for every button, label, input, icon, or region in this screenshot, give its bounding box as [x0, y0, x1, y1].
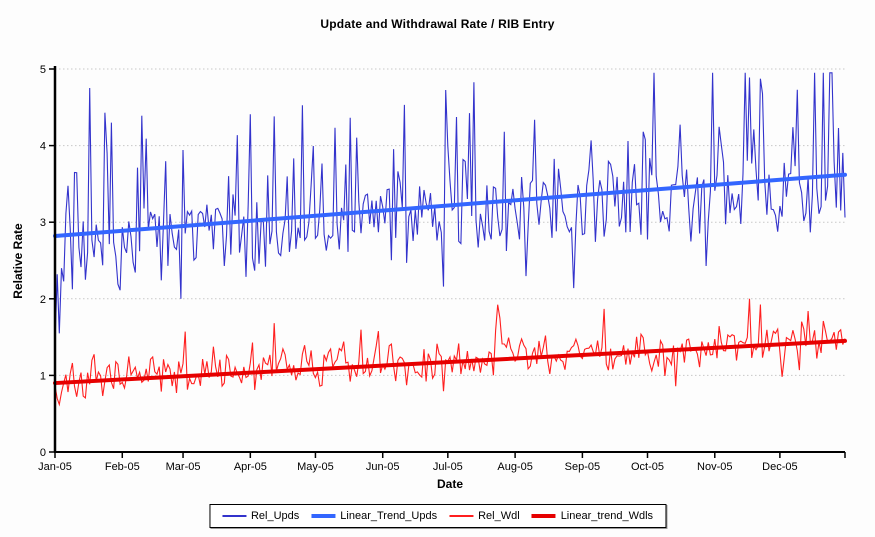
trend-line-linear_trend_wdls [53, 338, 847, 386]
y-axis-title: Relative Rate [11, 223, 25, 299]
legend-item-rel_wdl: Rel_Wdl [449, 510, 520, 522]
y-tick-label: 3 [40, 217, 46, 229]
legend-item-linear_trend_upds: Linear_Trend_Upds [311, 510, 437, 522]
x-tick-label: Oct-05 [631, 461, 664, 473]
legend-line-swatch [449, 515, 474, 517]
x-tick-label: Jan-05 [38, 461, 72, 473]
x-tick-label: Aug-05 [497, 461, 532, 473]
y-tick-label: 5 [40, 64, 46, 76]
series-line-rel_wdl [54, 298, 846, 407]
legend-item-label: Linear_Trend_Upds [340, 510, 438, 522]
x-tick-label: May-05 [297, 461, 334, 473]
x-axis-title: Date [436, 477, 463, 491]
x-tick-label: Dec-05 [762, 461, 797, 473]
legend: Rel_Upds Linear_Trend_Upds Rel_Wdl Linear_t… [208, 504, 667, 528]
legend-item-label: Linear_trend_Wdls [560, 510, 654, 522]
legend-item-label: Rel_Wdl [478, 510, 520, 522]
legend-line-swatch [221, 515, 246, 517]
legend-item-label: Rel_Upds [250, 510, 300, 522]
legend-item-rel_upds: Rel_Upds [221, 510, 300, 522]
legend-item-linear_trend_wdls: Linear_trend_Wdls [531, 510, 654, 522]
y-tick-label: 0 [40, 447, 46, 459]
legend-line-swatch [311, 514, 336, 518]
y-tick-label: 1 [40, 370, 46, 382]
x-tick-label: Feb-05 [105, 461, 140, 473]
x-tick-label: Nov-05 [697, 461, 732, 473]
legend-line-swatch [531, 514, 556, 518]
y-tick-label: 4 [40, 141, 46, 153]
x-tick-label: Jul-05 [433, 461, 463, 473]
x-tick-label: Sep-05 [565, 461, 600, 473]
y-tick-label: 2 [40, 294, 46, 306]
x-tick-label: Jun-05 [366, 461, 400, 473]
chart-title: Update and Withdrawal Rate / RIB Entry [320, 17, 555, 31]
x-tick-label: Mar-05 [166, 461, 201, 473]
trend-line-linear_trend_upds [53, 172, 847, 238]
x-tick-label: Apr-05 [234, 461, 267, 473]
series-line-rel_upds [54, 72, 846, 344]
